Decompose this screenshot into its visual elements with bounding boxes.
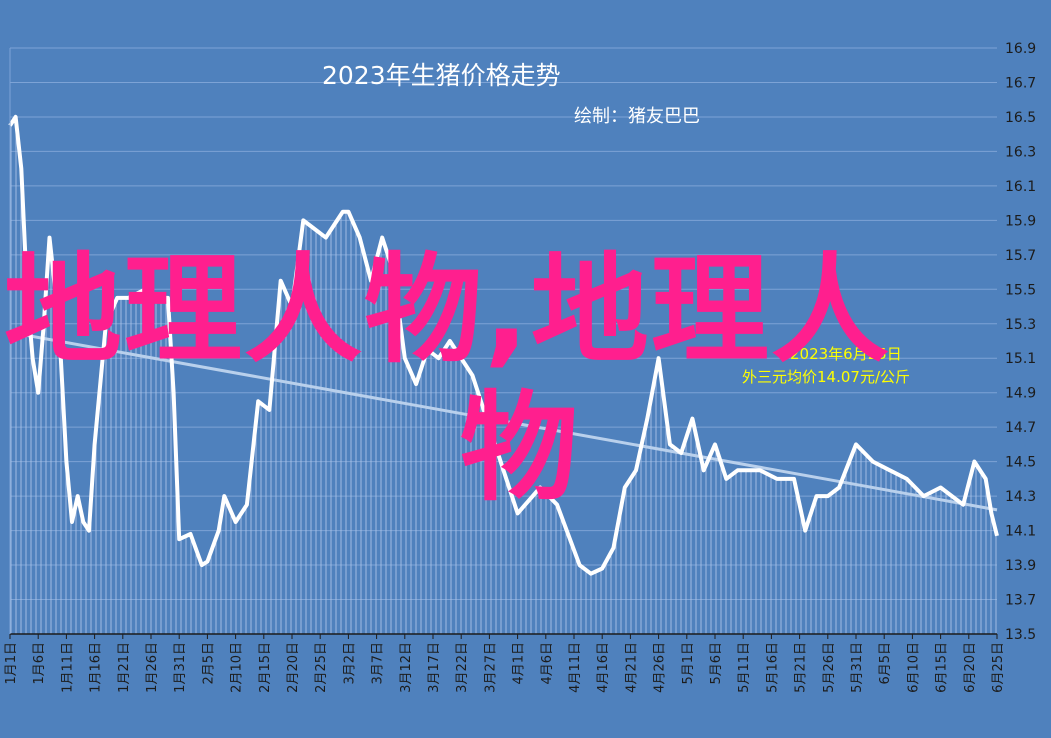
annotation-date: 2023年6月25日: [790, 345, 902, 363]
x-tick-label: 4月1日: [512, 642, 527, 685]
x-tick-label: 2月20日: [286, 642, 301, 693]
y-tick-label: 14.1: [1005, 524, 1036, 540]
y-tick-label: 16.5: [1005, 110, 1036, 126]
y-tick-label: 16.1: [1005, 179, 1036, 195]
x-tick-label: 5月31日: [850, 642, 865, 693]
y-tick-label: 13.7: [1005, 593, 1036, 609]
x-tick-label: 1月6日: [32, 642, 47, 685]
annotation-price: 外三元均价14.07元/公斤: [742, 368, 910, 386]
x-tick-label: 3月2日: [342, 642, 357, 685]
x-tick-label: 1月21日: [117, 642, 132, 693]
x-tick-label: 5月1日: [681, 642, 696, 685]
y-tick-label: 16.9: [1005, 41, 1036, 57]
x-tick-label: 1月31日: [173, 642, 188, 693]
x-tick-label: 5月6日: [709, 642, 724, 685]
price-line: [8, 114, 999, 576]
x-tick-label: 2月5日: [201, 642, 216, 685]
x-tick-label: 1月26日: [145, 642, 160, 693]
y-tick-label: 16.3: [1005, 144, 1036, 160]
y-tick-label: 13.5: [1005, 627, 1036, 643]
x-tick-label: 3月17日: [427, 642, 442, 693]
x-tick-label: 1月1日: [4, 642, 19, 685]
x-tick-labels: 1月1日 1月6日 1月11日 1月16日 1月21日 1月26日 1月31日 2月5日 2月1…: [4, 634, 1006, 693]
y-tick-label: 15.1: [1005, 351, 1036, 367]
y-tick-label: 15.5: [1005, 282, 1036, 298]
chart-subtitle: 绘制：猪友巴巴: [574, 106, 700, 127]
x-tick-label: 4月21日: [624, 642, 639, 693]
y-tick-label: 14.3: [1005, 489, 1036, 505]
x-tick-label: 6月5日: [878, 642, 893, 685]
y-tick-label: 13.9: [1005, 558, 1036, 574]
x-tick-label: 3月22日: [455, 642, 470, 693]
x-tick-label: 4月11日: [568, 642, 583, 693]
x-tick-label: 6月15日: [935, 642, 950, 693]
x-tick-label: 6月10日: [906, 642, 921, 693]
watermark-text-line2: 物: [460, 379, 581, 517]
x-tick-label: 2月25日: [314, 642, 329, 693]
x-tick-label: 3月7日: [371, 642, 386, 685]
x-tick-label: 3月27日: [483, 642, 498, 693]
x-tick-label: 2月10日: [230, 642, 245, 693]
x-tick-label: 4月6日: [540, 642, 555, 685]
price-area: [10, 116, 997, 634]
x-tick-label: 1月11日: [60, 642, 75, 693]
y-tick-label: 14.7: [1005, 420, 1036, 436]
trendline: [9, 330, 998, 512]
axes: [9, 48, 997, 635]
watermark-text-line1: 地理人物,地理人: [4, 241, 891, 379]
x-tick-label: 5月21日: [794, 642, 809, 693]
x-tick-label: 5月26日: [822, 642, 837, 693]
y-tick-label: 15.7: [1005, 248, 1036, 264]
x-tick-label: 6月20日: [963, 642, 978, 693]
x-tick-label: 6月25日: [991, 642, 1006, 693]
x-tick-label: 5月11日: [737, 642, 752, 693]
y-tick-labels: 13.5 13.7 13.9 14.1 14.3 14.5 14.7 14.9 15.1 15.3…: [1005, 41, 1036, 643]
x-tick-label: 2月15日: [258, 642, 273, 693]
y-tick-label: 15.9: [1005, 213, 1036, 229]
price-series: [8, 114, 999, 576]
x-tick-label: 3月12日: [399, 642, 414, 693]
y-tick-label: 16.7: [1005, 75, 1036, 91]
y-tick-label: 14.5: [1005, 455, 1036, 471]
y-tick-label: 14.9: [1005, 386, 1036, 402]
chart-title: 2023年生猪价格走势: [322, 61, 561, 90]
x-tick-label: 4月16日: [596, 642, 611, 693]
x-tick-label: 4月26日: [653, 642, 668, 693]
trendline-line: [9, 330, 998, 512]
price-area-fill: [10, 116, 997, 634]
y-tick-label: 15.3: [1005, 317, 1036, 333]
x-tick-label: 1月16日: [89, 642, 104, 693]
x-tick-label: 5月16日: [765, 642, 780, 693]
